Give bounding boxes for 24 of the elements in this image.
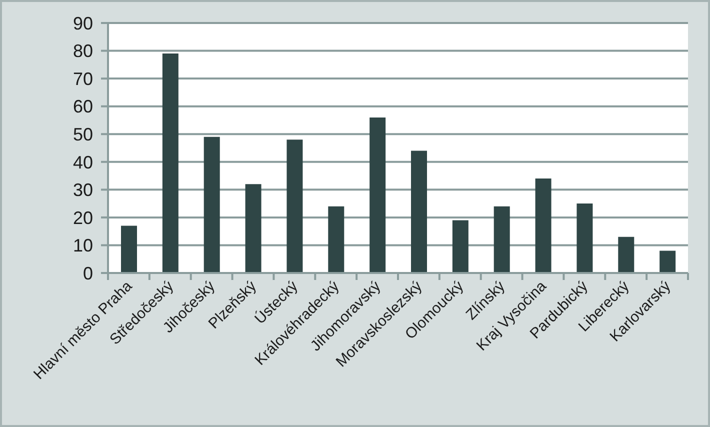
bar [660, 250, 676, 273]
y-tick-label: 80 [72, 41, 93, 62]
bar [121, 226, 137, 273]
bar [535, 178, 552, 273]
bar [370, 117, 386, 273]
bar [204, 136, 220, 273]
bar [328, 206, 344, 273]
y-tick-label: 20 [72, 208, 93, 228]
y-tick-label: 70 [72, 68, 93, 89]
bar [245, 184, 262, 273]
bar [411, 150, 427, 273]
bar [618, 236, 634, 273]
bar [452, 220, 468, 273]
bar [162, 54, 178, 273]
y-tick-label: 10 [72, 236, 93, 256]
y-tick-label: 0 [82, 263, 93, 284]
y-tick-label: 30 [72, 180, 93, 200]
y-tick-label: 40 [72, 152, 93, 172]
y-tick-label: 90 [72, 13, 93, 34]
y-tick-label: 50 [72, 124, 93, 144]
y-tick-label: 60 [72, 96, 93, 117]
bar [494, 206, 510, 273]
bar [576, 204, 593, 273]
bar [286, 140, 303, 273]
